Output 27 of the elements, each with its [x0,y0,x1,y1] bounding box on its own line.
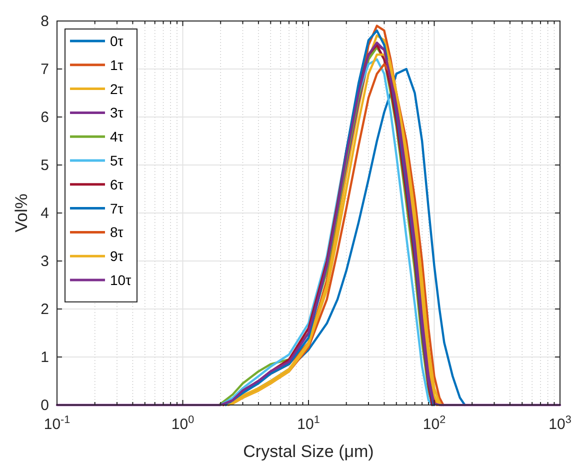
y-tick-label: 1 [40,349,49,366]
x-tick-label: 10$^{3}$ [548,414,572,433]
y-tick-label: 3 [40,253,49,270]
y-tick-label: 2 [40,301,49,318]
legend-label: 5τ [110,152,124,168]
x-tick-label: 10$^{1}$ [297,414,320,433]
y-tick-label: 5 [40,157,49,174]
x-axis-title: Crystal Size (μm) [243,442,374,461]
legend-label: 1τ [110,56,124,73]
legend-label: 9τ [110,248,124,264]
legend-label: 10τ [110,272,132,288]
legend-label: 7τ [110,200,124,216]
x-tick-label: 10$^{2}$ [422,414,446,433]
y-tick-label: 6 [40,109,49,126]
y-axis-title: Vol% [12,194,31,232]
y-tick-label: 0 [40,397,49,414]
legend-label: 0τ [110,33,124,49]
y-tick-label: 8 [40,13,49,30]
legend-label: 4τ [110,128,124,145]
x-tick-label: 10$^{-1}$ [44,414,70,433]
y-tick-label: 4 [40,205,49,222]
legend-label: 6τ [110,176,124,192]
legend-label: 8τ [110,224,124,240]
y-tick-label: 7 [40,61,49,78]
legend-label: 2τ [110,80,124,97]
legend-label: 3τ [110,104,124,121]
x-tick-label: 10$^{0}$ [171,414,194,433]
